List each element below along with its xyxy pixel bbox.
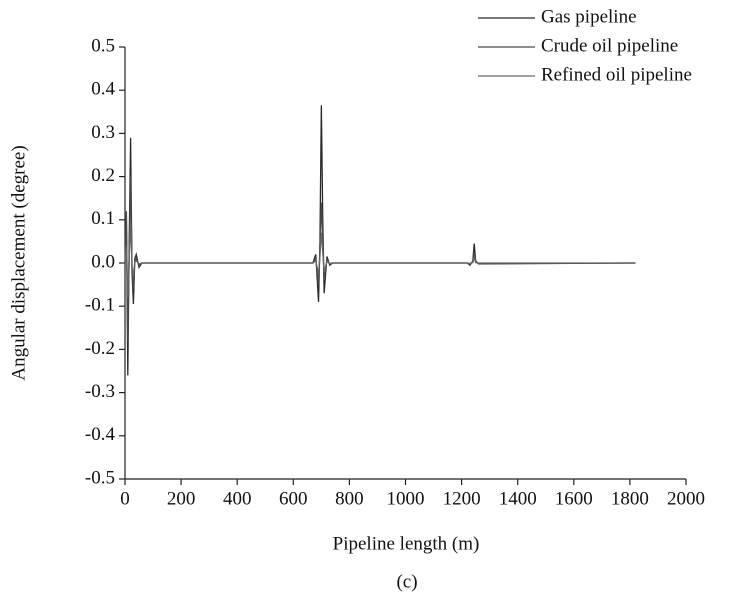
caption: (c): [396, 571, 417, 592]
x-tick-label: 1200: [443, 488, 481, 509]
x-tick-label: 600: [279, 488, 308, 509]
x-tick-label: 1800: [611, 488, 649, 509]
y-tick-label: 0.3: [91, 122, 115, 143]
y-tick-label: 0.2: [91, 165, 115, 186]
legend-label: Refined oil pipeline: [541, 64, 692, 85]
x-tick-label: 400: [223, 488, 252, 509]
x-tick-label: 1600: [555, 488, 593, 509]
y-tick-label: -0.4: [85, 424, 116, 445]
y-tick-label: 0.1: [91, 208, 115, 229]
y-tick-label: 0.4: [91, 79, 115, 100]
y-tick-label: -0.3: [85, 381, 115, 402]
y-tick-label: -0.5: [85, 467, 115, 488]
x-tick-label: 200: [167, 488, 196, 509]
x-axis-label: Pipeline length (m): [333, 533, 480, 554]
series-line: [124, 224, 636, 298]
y-tick-label: -0.2: [85, 338, 115, 359]
x-tick-label: 2000: [667, 488, 705, 509]
legend-label: Gas pipeline: [541, 6, 637, 27]
series-line: [124, 105, 636, 376]
x-tick-label: 800: [335, 488, 364, 509]
x-tick-label: 1000: [387, 488, 425, 509]
y-tick-label: -0.1: [85, 295, 115, 316]
y-axis-label: Angular displacement (degree): [8, 145, 29, 380]
x-tick-label: 1400: [499, 488, 537, 509]
legend-label: Crude oil pipeline: [541, 35, 678, 56]
y-tick-label: 0.5: [91, 35, 115, 56]
y-tick-label: 0.0: [91, 251, 115, 272]
series-line: [124, 176, 636, 341]
x-tick-label: 0: [120, 488, 130, 509]
